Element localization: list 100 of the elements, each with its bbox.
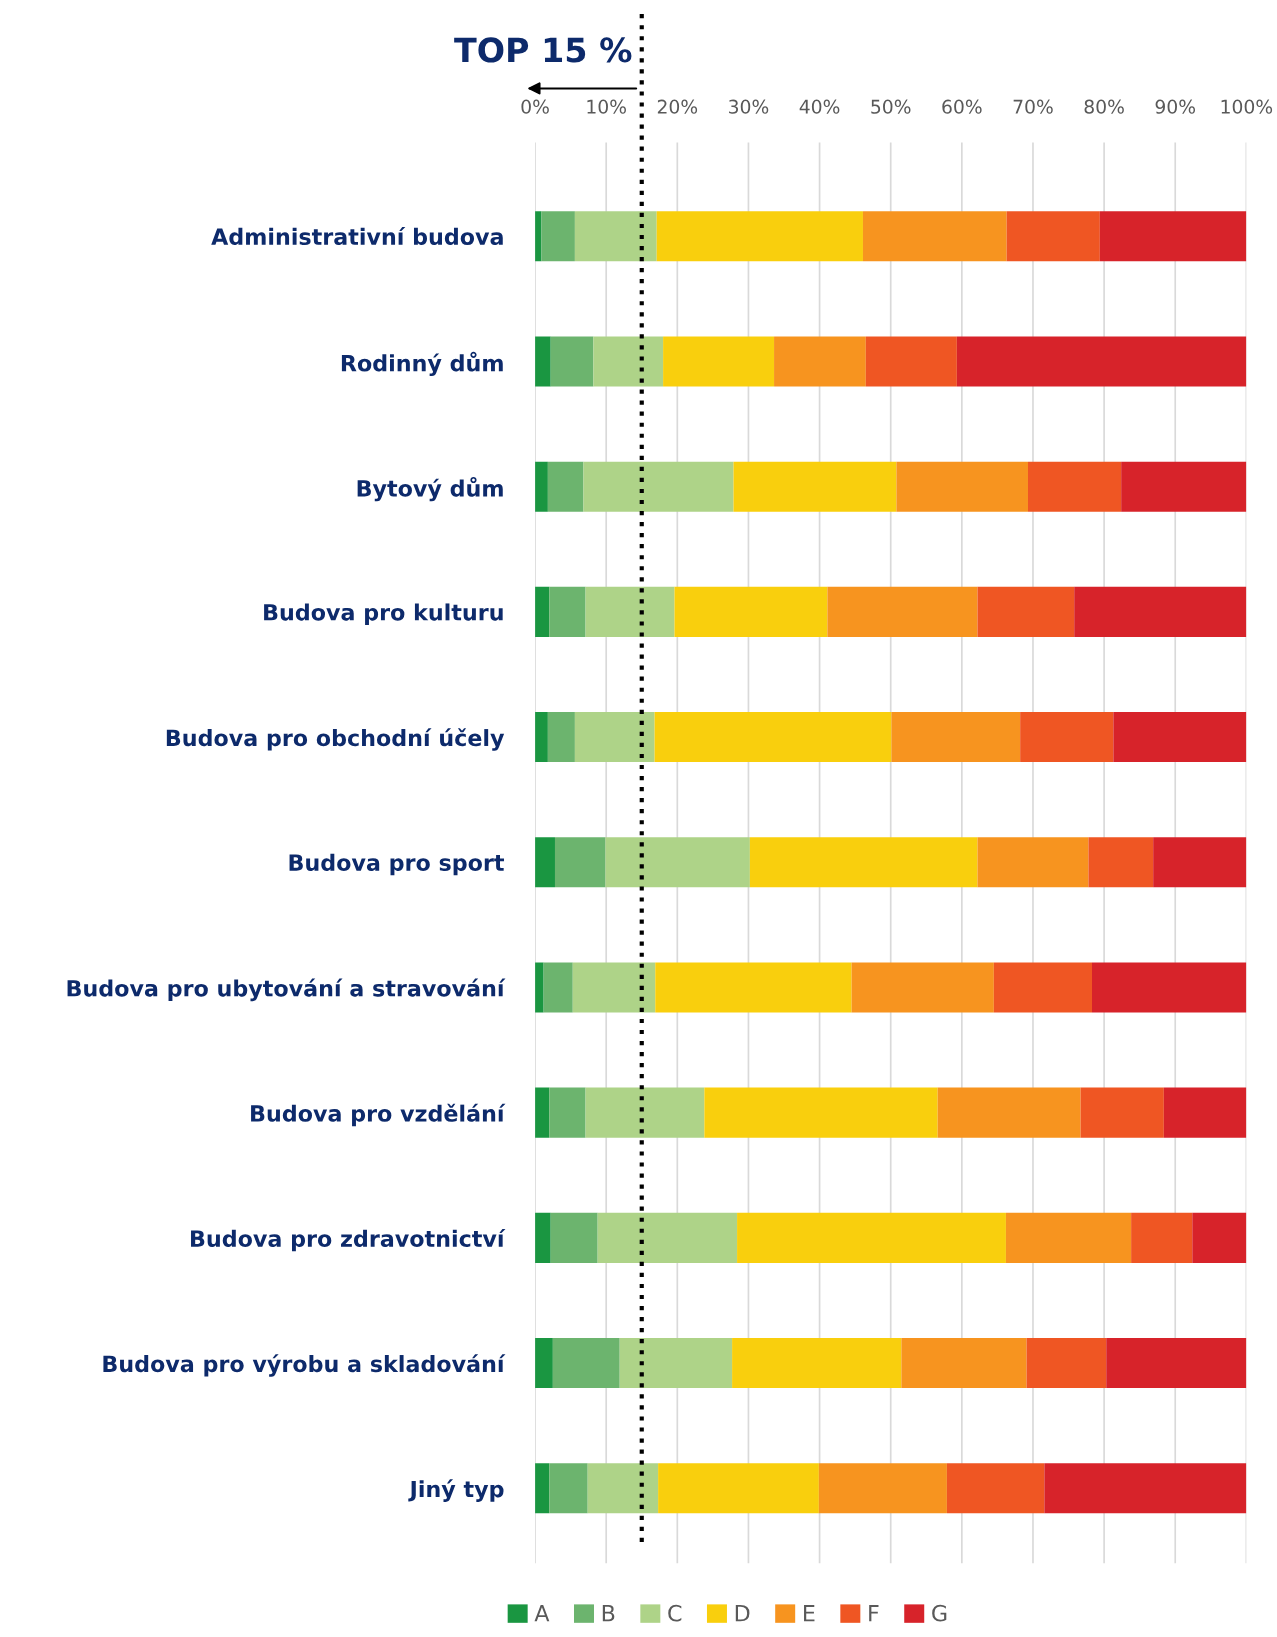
y-tick-label: Rodinný dům <box>341 351 503 377</box>
x-tick-label: 30% <box>729 99 769 114</box>
bar <box>901 1337 1027 1389</box>
x-tick-label: 20% <box>657 99 698 114</box>
bar <box>1080 1087 1164 1138</box>
bar <box>543 962 573 1013</box>
bar <box>1092 962 1247 1013</box>
bar <box>597 1212 738 1263</box>
bar <box>732 1337 902 1389</box>
bar <box>891 712 1021 763</box>
bar <box>704 1087 938 1138</box>
bar <box>605 837 750 888</box>
legend-label: A <box>534 1605 550 1622</box>
bar <box>1044 1463 1247 1514</box>
bar <box>619 1337 733 1389</box>
bar <box>587 1463 659 1514</box>
bar <box>535 962 544 1013</box>
bar <box>1074 586 1247 637</box>
x-tick-label: 90% <box>1155 99 1196 114</box>
y-tick-label: Administrativní budova <box>211 226 503 246</box>
bar <box>1121 461 1247 512</box>
bar <box>535 336 551 387</box>
bar <box>1006 211 1100 262</box>
bar <box>535 837 555 888</box>
bar <box>1026 1337 1107 1389</box>
bar <box>585 586 675 637</box>
bar <box>549 1087 586 1138</box>
bar <box>535 1212 551 1263</box>
bar <box>851 962 994 1013</box>
x-tick-label: 100% <box>1221 99 1273 114</box>
bar <box>1106 1337 1247 1389</box>
bar <box>896 461 1028 512</box>
bar <box>1099 211 1247 262</box>
bar <box>1027 461 1122 512</box>
bar <box>1020 712 1114 763</box>
bar <box>1131 1212 1193 1263</box>
bar <box>593 336 664 387</box>
bar <box>583 461 734 512</box>
y-tick-label: Budova pro vzdělání <box>251 1103 506 1127</box>
bar <box>535 712 548 763</box>
bar <box>1192 1212 1247 1263</box>
bar <box>535 1463 550 1514</box>
y-tick-label: Budova pro zdravotnictví <box>191 1228 506 1252</box>
bar <box>977 837 1089 888</box>
bar <box>658 1463 819 1514</box>
bar <box>946 1463 1045 1514</box>
bar <box>733 461 897 512</box>
bar <box>549 1463 588 1514</box>
bar <box>535 586 550 637</box>
x-tick-label: 80% <box>1084 99 1124 114</box>
x-tick-label: 60% <box>942 99 982 114</box>
bar <box>535 461 548 512</box>
bar <box>574 712 655 763</box>
y-tick-label: Bytový dům <box>357 476 503 502</box>
bar <box>663 336 775 387</box>
bar <box>541 211 575 262</box>
bar <box>818 1463 947 1514</box>
bar <box>749 837 978 888</box>
y-tick-label: Jiný typ <box>408 1479 504 1502</box>
bar <box>572 962 656 1013</box>
x-tick-label: 70% <box>1013 99 1053 114</box>
legend-label: B <box>602 1605 615 1622</box>
bar <box>554 837 606 888</box>
bar <box>737 1212 1006 1263</box>
bar <box>547 712 575 763</box>
bar <box>827 586 978 637</box>
bar <box>865 336 957 387</box>
legend-label: G <box>932 1604 947 1622</box>
bar <box>656 211 863 262</box>
legend-label: C <box>668 1604 682 1622</box>
bar <box>535 1087 550 1138</box>
y-tick-label: Budova pro výrobu a skladování <box>103 1354 506 1377</box>
bar <box>550 1212 598 1263</box>
y-tick-label: Budova pro ubytování a stravování <box>67 978 506 1002</box>
y-tick-label: Budova pro kulturu <box>264 603 503 625</box>
bar <box>549 586 586 637</box>
y-tick-label: Budova pro sport <box>289 853 505 876</box>
y-tick-label: Budova pro obchodní účely <box>166 728 505 751</box>
bar <box>585 1087 705 1138</box>
bar <box>547 461 584 512</box>
bar <box>655 962 852 1013</box>
x-tick-label: 10% <box>587 99 626 114</box>
bar <box>535 1337 553 1389</box>
x-tick-label: 40% <box>799 99 840 114</box>
x-tick-label: 0% <box>521 99 549 114</box>
bar <box>1005 1212 1132 1263</box>
legend-label: E <box>804 1605 815 1622</box>
bar <box>956 336 1247 387</box>
legend-label: D <box>735 1605 750 1622</box>
bar <box>977 586 1075 637</box>
bar <box>654 712 892 763</box>
x-tick-label: 50% <box>871 99 911 114</box>
bar <box>937 1087 1081 1138</box>
bar <box>674 586 828 637</box>
bar <box>1088 837 1154 888</box>
bar <box>1163 1087 1247 1138</box>
bar <box>574 211 657 262</box>
bar <box>1153 837 1247 888</box>
bar <box>862 211 1007 262</box>
bar <box>550 336 594 387</box>
